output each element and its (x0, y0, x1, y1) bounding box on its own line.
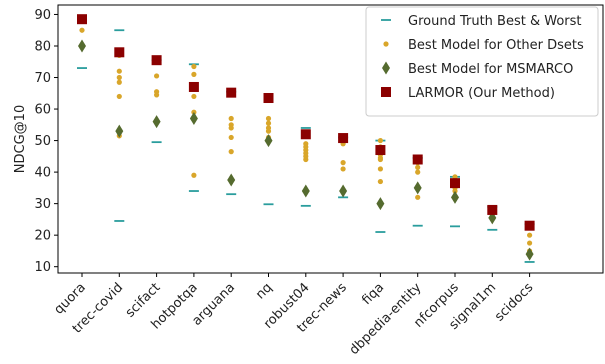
legend-label: Best Model for MSMARCO (408, 62, 573, 77)
other-dsets-point (415, 194, 421, 200)
msmarco-point (339, 184, 348, 198)
other-dsets-point (116, 93, 122, 100)
other-dsets-point (116, 74, 122, 81)
msmarco-point (227, 173, 236, 187)
other-dsets-point (527, 240, 533, 246)
msmarco-point (525, 247, 534, 261)
msmarco-point (115, 124, 124, 138)
y-tick-label: 90 (34, 8, 51, 23)
data-marks (77, 14, 535, 263)
larmor-point (524, 220, 535, 231)
larmor-point (188, 81, 199, 92)
y-tick-label: 60 (34, 103, 51, 118)
other-dsets-point (377, 156, 383, 163)
other-dsets-point (377, 178, 383, 185)
msmarco-point (264, 134, 273, 148)
larmor-point (412, 154, 423, 165)
other-dsets-point (191, 93, 197, 100)
msmarco-point (376, 197, 385, 211)
other-dsets-point (415, 164, 421, 170)
legend-larmor-marker (381, 87, 391, 97)
msmarco-point (152, 115, 161, 129)
y-tick-label: 30 (34, 197, 51, 212)
other-dsets-point (265, 128, 272, 134)
other-dsets-point (265, 120, 272, 126)
other-dsets-point (191, 63, 197, 70)
other-dsets-point (154, 92, 160, 98)
other-dsets-point (228, 149, 234, 155)
other-dsets-point (265, 115, 272, 122)
larmor-point (487, 204, 498, 215)
y-axis: 10 20 30 40 50 60 70 80 90 (34, 8, 58, 275)
other-dsets-point (340, 160, 346, 166)
larmor-point (375, 145, 386, 156)
x-tick-label: nq (253, 280, 275, 302)
larmor-point (300, 129, 311, 140)
other-dsets-point (415, 169, 421, 175)
other-dsets-point (116, 79, 122, 85)
y-tick-label: 40 (34, 166, 51, 181)
larmor-point (338, 133, 349, 144)
y-axis-label: NDCG@10 (13, 105, 28, 173)
larmor-point (77, 14, 87, 25)
larmor-point (114, 47, 125, 58)
x-tick-label: fiqa (359, 280, 387, 308)
larmor-point (151, 55, 162, 66)
msmarco-point (301, 184, 310, 198)
msmarco-point (78, 39, 86, 53)
legend: Ground Truth Best & Worst Best Model for … (365, 6, 599, 117)
other-dsets-point (79, 27, 85, 33)
other-dsets-point (154, 73, 160, 79)
other-dsets-point (116, 68, 122, 74)
other-dsets-point (228, 115, 234, 122)
other-dsets-point (377, 166, 383, 172)
larmor-point (226, 87, 237, 98)
y-tick-label: 10 (34, 260, 51, 275)
other-dsets-point (527, 232, 533, 238)
y-tick-label: 70 (34, 71, 51, 86)
larmor-point (450, 178, 460, 189)
other-dsets-point (191, 71, 197, 77)
legend-box (365, 6, 599, 117)
msmarco-point (413, 181, 422, 195)
legend-label: Ground Truth Best & Worst (408, 14, 581, 29)
x-tick-label: scidocs (492, 280, 536, 324)
other-dsets-point (303, 156, 309, 163)
legend-msmarco-marker (382, 61, 390, 75)
y-tick-label: 20 (34, 229, 51, 244)
y-tick-label: 50 (34, 134, 51, 149)
y-tick-label: 80 (34, 39, 51, 54)
legend-label: LARMOR (Our Method) (408, 86, 555, 101)
msmarco-point (189, 112, 198, 126)
other-dsets-point (377, 137, 383, 144)
legend-other-dsets-marker (383, 41, 389, 47)
other-dsets-point (340, 166, 346, 172)
other-dsets-point (228, 125, 234, 131)
other-dsets-point (191, 172, 197, 178)
msmarco-point (451, 190, 459, 204)
larmor-point (263, 93, 274, 104)
legend-label: Best Model for Other Dsets (408, 38, 584, 53)
other-dsets-point (228, 134, 234, 141)
